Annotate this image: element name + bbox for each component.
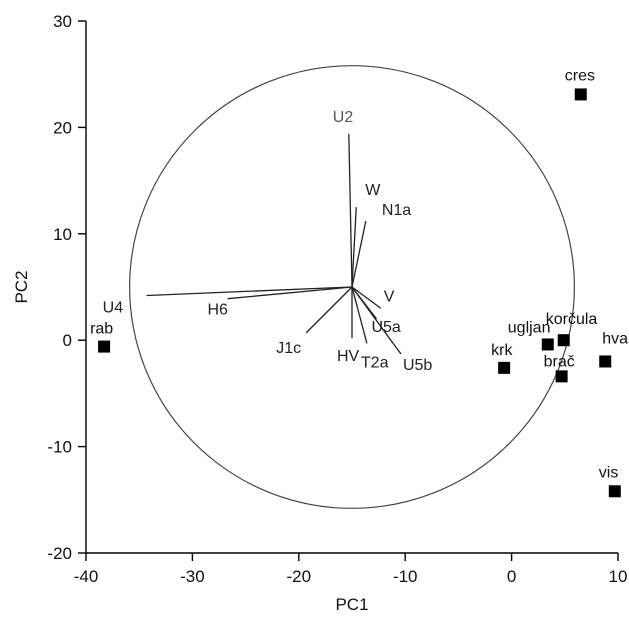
marker-rab [98, 340, 111, 353]
x-tick-label: -20 [287, 567, 312, 586]
point-label-rab: rab [90, 321, 113, 338]
y-tick-label: 0 [63, 331, 72, 350]
axes: -40 -30 -20 -10 0 10 -20 -10 0 10 20 30 PC1 PC2 [12, 12, 627, 614]
marker-cres [574, 88, 587, 101]
x-tick-label: -30 [180, 567, 205, 586]
y-tick-label: 10 [53, 225, 72, 244]
loading-label-hv: HV [337, 348, 360, 365]
loading-label-h6: H6 [208, 302, 229, 319]
y-tick-label: -10 [47, 438, 72, 457]
marker-ugljan [541, 338, 554, 351]
x-axis-title: PC1 [335, 595, 368, 614]
marker-korcula [557, 334, 570, 347]
loading-label-w: W [365, 182, 381, 199]
loading-label-n1a: N1a [382, 202, 411, 219]
loading-vector-h6 [227, 286, 353, 300]
marker-vis [608, 485, 621, 498]
loading-label-t2a: T2a [361, 354, 389, 371]
marker-brac [555, 370, 568, 383]
loading-vector-u5b [351, 286, 402, 355]
point-label-vis: vis [599, 464, 619, 481]
y-tick-label: 30 [53, 12, 72, 31]
point-label-korcula: korčula [546, 311, 598, 328]
point-label-ugljan: ugljan [508, 319, 551, 336]
loading-vector-u4 [146, 286, 353, 297]
x-tick-label: -10 [393, 567, 418, 586]
point-label-hvar: hvar [602, 330, 629, 347]
loading-vector-v [351, 286, 382, 309]
loading-vector-n1a [351, 220, 367, 288]
point-label-cres: cres [565, 67, 595, 84]
loading-label-u2: U2 [333, 109, 354, 126]
y-tick-label: 20 [53, 118, 72, 137]
loading-label-v: V [384, 288, 395, 305]
x-tick-label: 10 [609, 567, 628, 586]
loading-label-u4: U4 [103, 300, 124, 317]
loading-label-u5b: U5b [403, 357, 432, 374]
loading-label-u5a: U5a [371, 319, 400, 336]
y-axis-title: PC2 [12, 270, 31, 303]
y-tick-label: -20 [47, 544, 72, 563]
point-label-brac: brač [544, 353, 575, 370]
loading-vector-w [351, 207, 357, 288]
loading-label-j1c: J1c [276, 340, 301, 357]
loading-vector-t2a [351, 286, 368, 344]
marker-hvar [599, 355, 612, 368]
loading-vector-j1c [305, 286, 353, 334]
point-label-krk: krk [491, 342, 513, 359]
correlation-circle [129, 65, 575, 509]
sample-markers [98, 88, 621, 498]
loading-vectors [146, 133, 402, 355]
x-tick-label: -40 [74, 567, 99, 586]
loading-vector-u2 [348, 133, 353, 288]
x-axis-ticks: -40 -30 -20 -10 0 10 [74, 553, 628, 586]
x-tick-label: 0 [507, 567, 516, 586]
marker-krk [498, 361, 511, 374]
y-axis-ticks: -20 -10 0 10 20 30 [47, 12, 86, 563]
